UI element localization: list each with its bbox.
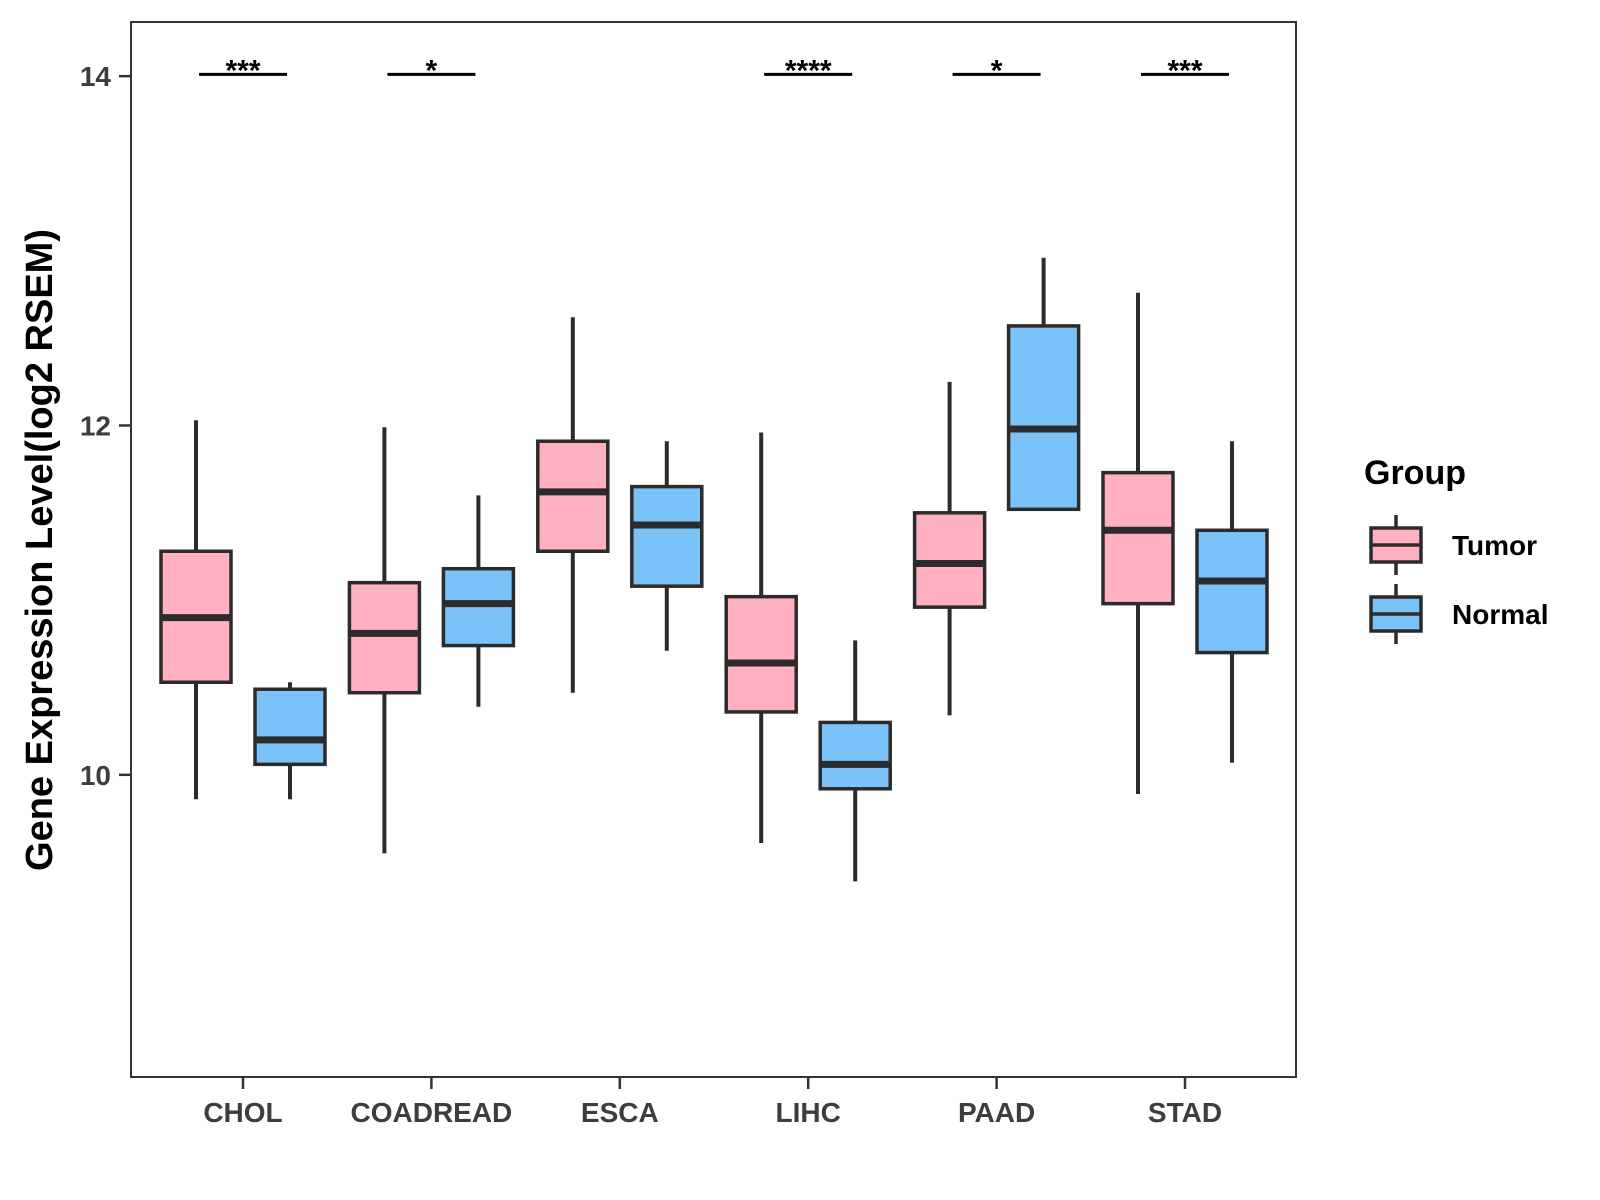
significance-stad: *** [1141,54,1229,87]
y-axis-title: Gene Expression Level(log2 RSEM) [19,229,61,871]
y-axis: 10 12 14 [80,61,131,791]
significance-label: * [991,54,1003,87]
significance-label: *** [225,54,260,87]
significance-label: * [426,54,438,87]
box-normal-stad [1195,441,1269,763]
x-axis: CHOL COADREAD ESCA LIHC PAAD STAD [203,1077,1222,1128]
box-tumor-coadread [347,427,422,854]
box-body [253,687,327,767]
box-body [1195,528,1269,655]
significance-paad: * [952,54,1041,87]
x-tick-label-esca: ESCA [581,1097,659,1128]
box-body [818,720,892,791]
box-tumor-chol [159,420,233,800]
box-normal-chol [253,682,327,800]
box-normal-esca [630,441,704,651]
legend-label: Normal [1452,599,1548,630]
x-tick-label-chol: CHOL [203,1097,282,1128]
box-series [159,257,1269,882]
x-tick-label-coadread: COADREAD [351,1097,513,1128]
box-normal-paad [1006,257,1081,512]
box-tumor-stad [1101,292,1175,795]
box-body [630,484,704,588]
box-body [536,439,610,553]
y-tick-label: 10 [80,760,111,791]
box-normal-coadread [441,495,516,707]
x-tick-label-lihc: LIHC [776,1097,841,1128]
box-tumor-esca [536,317,610,693]
box-body [1101,470,1175,606]
legend-entry-tumor: Tumor [1369,515,1537,575]
significance-coadread: * [387,54,476,87]
x-tick-label-stad: STAD [1148,1097,1222,1128]
significance-label: **** [785,54,832,87]
significance-annotations: *** * **** * *** [199,54,1229,87]
legend-title: Group [1364,454,1466,492]
y-tick-label: 14 [80,61,112,92]
box-body [724,594,798,714]
y-tick-label: 12 [80,410,111,441]
legend-label: Tumor [1452,530,1537,561]
significance-lihc: **** [764,54,853,87]
box-body [347,580,422,695]
box-tumor-paad [912,381,987,716]
legend: Group Tumor Normal [1364,454,1548,644]
legend-entry-normal: Normal [1369,584,1548,644]
box-tumor-lihc [724,432,798,843]
significance-label: *** [1167,54,1202,87]
box-normal-lihc [818,640,892,882]
box-body [1006,324,1081,512]
x-tick-label-paad: PAAD [958,1097,1035,1128]
significance-chol: *** [199,54,287,87]
